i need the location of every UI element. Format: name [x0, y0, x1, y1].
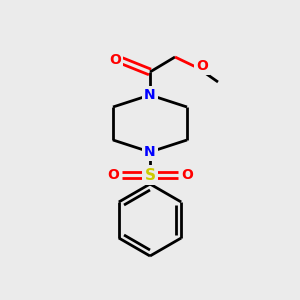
Text: N: N: [144, 88, 156, 102]
Text: O: O: [109, 53, 121, 67]
Text: N: N: [144, 145, 156, 159]
Text: O: O: [181, 168, 193, 182]
Text: O: O: [107, 168, 119, 182]
Text: S: S: [145, 167, 155, 182]
Text: O: O: [196, 59, 208, 73]
